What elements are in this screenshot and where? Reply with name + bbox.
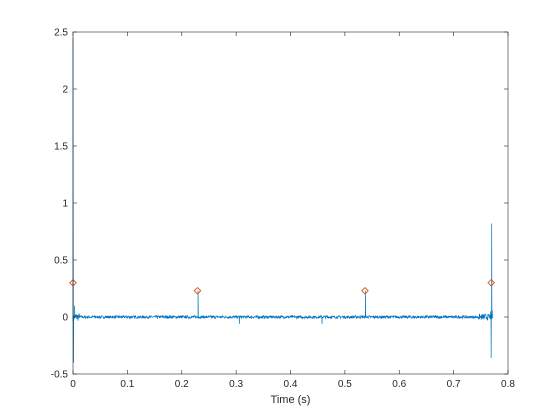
y-tick-label: 1.5 [54, 142, 68, 153]
peak-marker [361, 286, 369, 295]
x-tick-label: 0.8 [501, 379, 515, 390]
x-tick-label: 0.1 [120, 379, 134, 390]
x-tick-label: 0.5 [338, 379, 352, 390]
x-axis: 0 0.1 0.2 0.3 0.4 0.5 0.6 0.7 0.8 [70, 32, 515, 390]
peak-marker [193, 286, 202, 295]
x-tick-label: 0.4 [284, 379, 298, 390]
x-tick-label: 0.3 [229, 379, 243, 390]
signal-line [72, 37, 493, 363]
signal-layer [72, 37, 493, 363]
y-tick-label: 0 [62, 313, 68, 324]
y-tick-label: 2.5 [54, 28, 68, 39]
x-tick-label: 0.2 [175, 379, 189, 390]
y-tick-label: 2 [62, 85, 68, 96]
x-tick-label: 0.6 [392, 379, 406, 390]
x-tick-label: 0 [70, 379, 76, 390]
plot-area [73, 32, 508, 374]
y-axis: -0.5 0 0.5 1 1.5 2 2.5 [51, 28, 508, 381]
x-tick-label: 0.7 [447, 379, 461, 390]
y-tick-label: 1 [62, 199, 68, 210]
y-tick-label: -0.5 [51, 370, 69, 381]
x-axis-label: Time (s) [271, 394, 311, 406]
peak-marker [487, 278, 495, 287]
y-tick-label: 0.5 [54, 256, 68, 267]
